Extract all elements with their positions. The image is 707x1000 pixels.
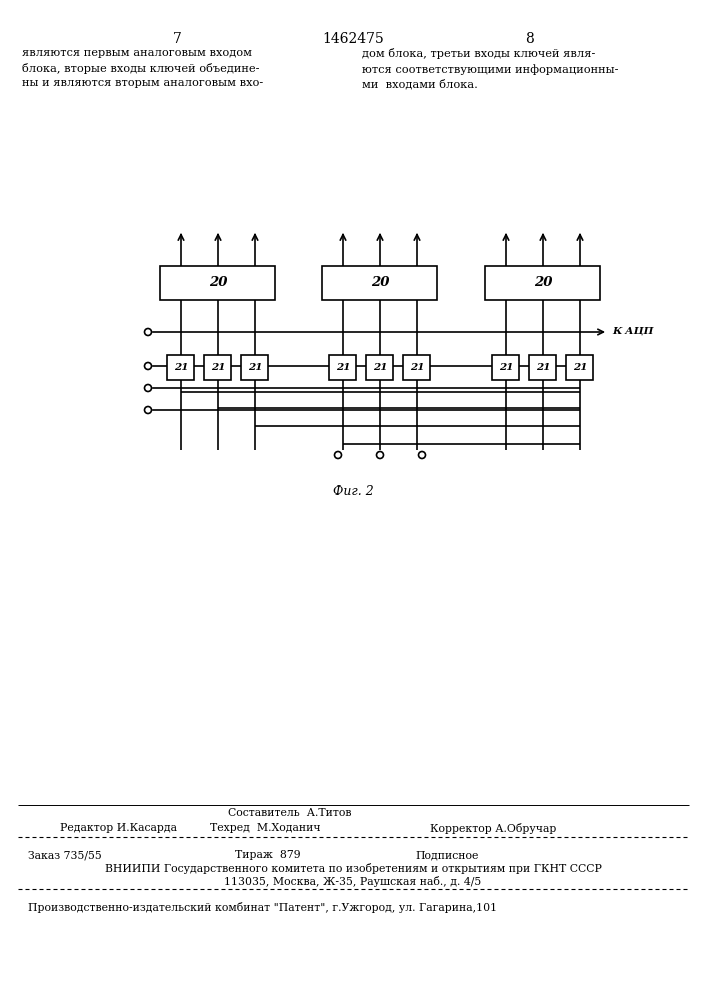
Circle shape [419, 452, 426, 458]
Bar [486, 266, 600, 300]
Text: Тираж  879: Тираж 879 [235, 850, 300, 860]
Bar [366, 355, 394, 380]
Bar [329, 355, 356, 380]
Circle shape [144, 384, 151, 391]
Text: 21: 21 [573, 363, 588, 372]
Circle shape [334, 452, 341, 458]
Bar [566, 355, 593, 380]
Circle shape [144, 406, 151, 414]
Text: ВНИИПИ Государственного комитета по изобретениям и открытиям при ГКНТ СССР: ВНИИПИ Государственного комитета по изоб… [105, 863, 602, 874]
Text: 21: 21 [211, 363, 226, 372]
Text: 21: 21 [373, 363, 387, 372]
Text: Редактор И.Касарда: Редактор И.Касарда [60, 823, 177, 833]
Text: 20: 20 [534, 276, 552, 290]
Circle shape [377, 452, 383, 458]
Text: 20: 20 [370, 276, 390, 290]
Text: 1462475: 1462475 [322, 32, 384, 46]
Text: дом блока, третьи входы ключей явля-
ются соответствующими информационны-
ми  вх: дом блока, третьи входы ключей явля- ютс… [362, 48, 619, 90]
Circle shape [144, 362, 151, 369]
Bar [204, 355, 231, 380]
Text: 20: 20 [209, 276, 227, 290]
Text: 21: 21 [247, 363, 262, 372]
Text: 21: 21 [498, 363, 513, 372]
Circle shape [144, 328, 151, 336]
Text: Корректор А.Обручар: Корректор А.Обручар [430, 823, 556, 834]
Text: Составитель  А.Титов: Составитель А.Титов [228, 808, 352, 818]
Bar [160, 266, 276, 300]
Text: 21: 21 [536, 363, 550, 372]
Text: 21: 21 [174, 363, 188, 372]
Text: 21: 21 [410, 363, 424, 372]
Text: Фиг. 2: Фиг. 2 [332, 485, 373, 498]
Text: являются первым аналоговым входом
блока, вторые входы ключей объедине-
ны и явля: являются первым аналоговым входом блока,… [22, 48, 263, 88]
Text: 8: 8 [525, 32, 534, 46]
Text: 113035, Москва, Ж-35, Раушская наб., д. 4/5: 113035, Москва, Ж-35, Раушская наб., д. … [224, 876, 481, 887]
Text: Подписное: Подписное [415, 850, 479, 860]
Bar [404, 355, 431, 380]
Text: К АЦП: К АЦП [612, 326, 653, 336]
Text: Заказ 735/55: Заказ 735/55 [28, 850, 102, 860]
Bar [493, 355, 520, 380]
Text: 7: 7 [173, 32, 182, 46]
Bar [530, 355, 556, 380]
Text: Производственно-издательский комбинат "Патент", г.Ужгород, ул. Гагарина,101: Производственно-издательский комбинат "П… [28, 902, 497, 913]
Bar [322, 266, 438, 300]
Text: Техред  М.Ходанич: Техред М.Ходанич [210, 823, 321, 833]
Bar [242, 355, 269, 380]
Text: 21: 21 [336, 363, 350, 372]
Bar [168, 355, 194, 380]
